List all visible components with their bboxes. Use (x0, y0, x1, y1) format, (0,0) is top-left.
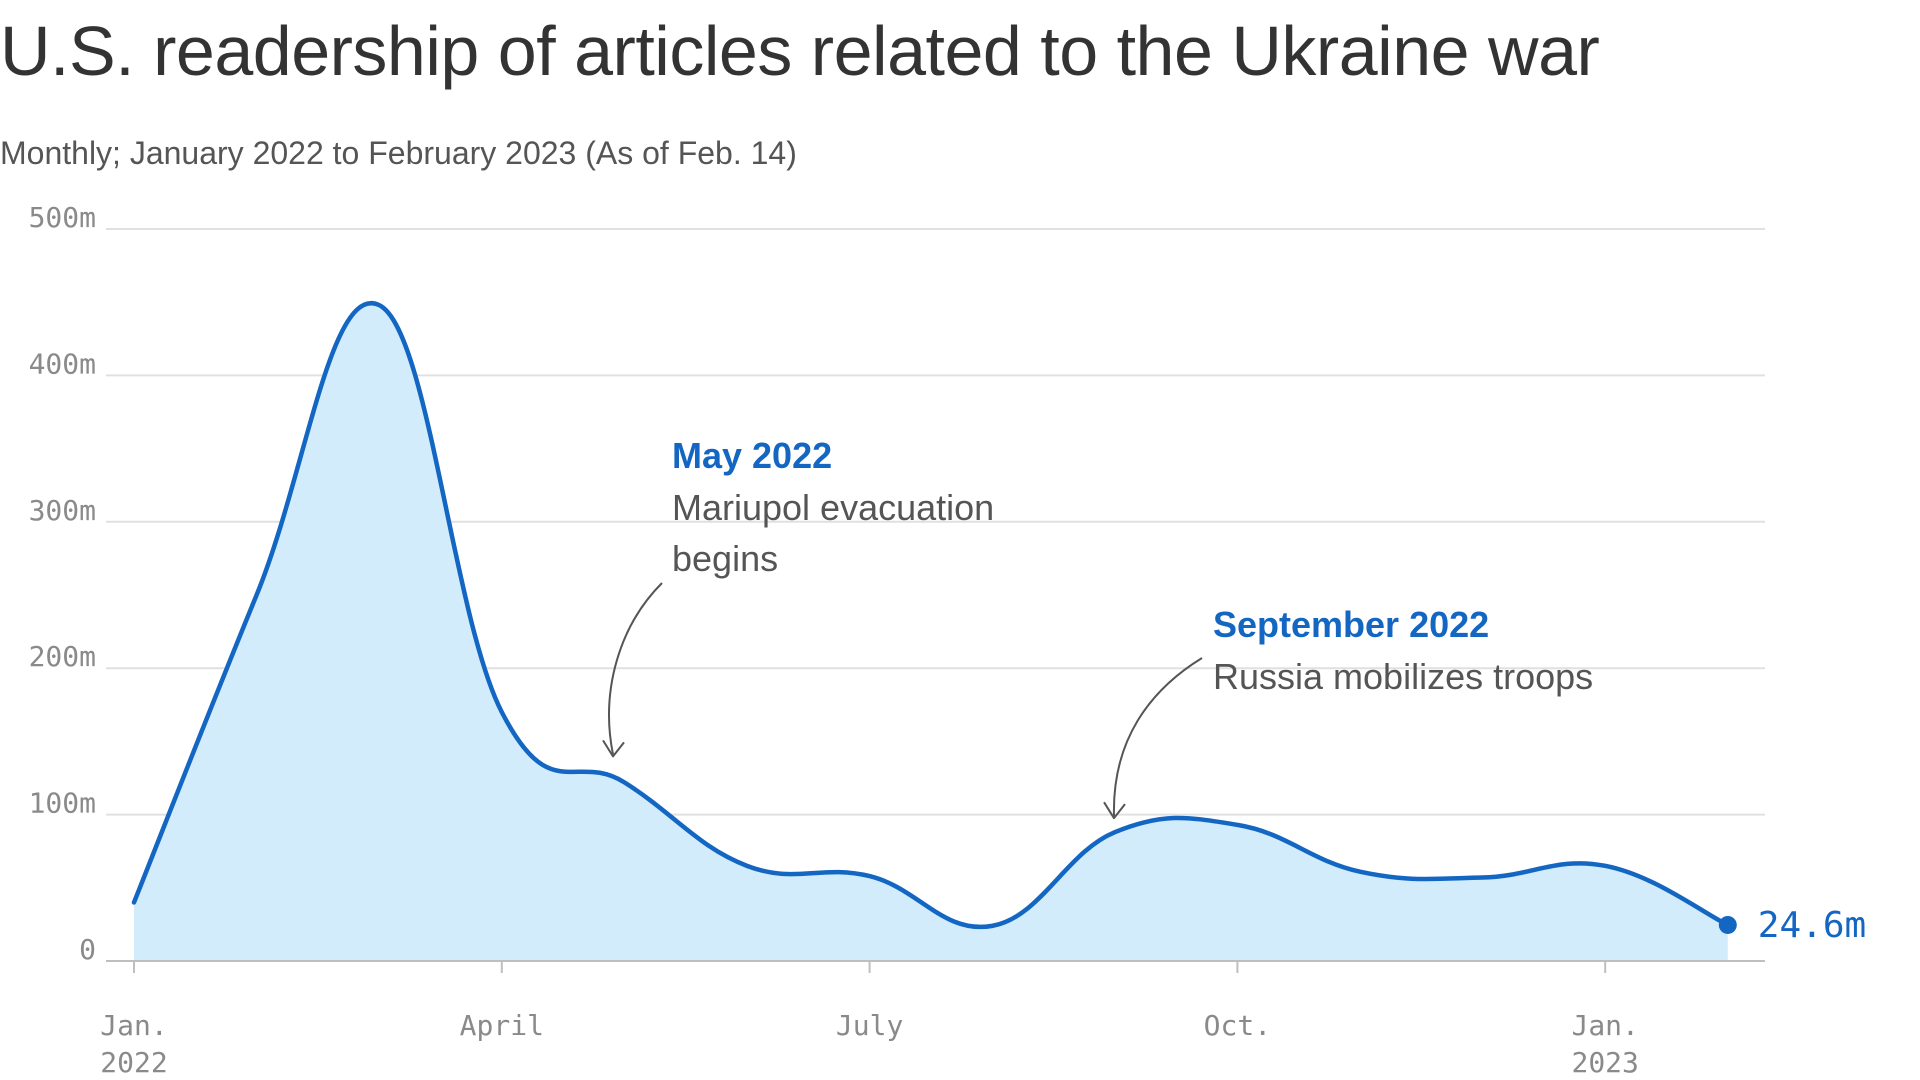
x-tick-label: April (460, 1009, 544, 1042)
x-tick-label: Oct. (1204, 1009, 1271, 1042)
x-tick-label: July (836, 1009, 903, 1042)
y-tick-label: 0 (79, 933, 96, 966)
annotation-heading: May 2022 (672, 435, 832, 476)
chart-title: U.S. readership of articles related to t… (0, 12, 1600, 90)
y-tick-label: 300m (29, 494, 96, 527)
x-tick-label: Jan. (100, 1009, 167, 1042)
area-fill (134, 303, 1728, 961)
chart-subtitle: Monthly; January 2022 to February 2023 (… (0, 135, 797, 171)
y-tick-label: 400m (29, 347, 96, 380)
y-tick-label: 200m (29, 640, 96, 673)
x-tick-label: Jan. (1571, 1009, 1638, 1042)
annotation-arrow (608, 582, 663, 755)
annotation-arrowhead (1103, 801, 1126, 820)
annotation-heading: September 2022 (1213, 604, 1489, 645)
annotation-text: Mariupol evacuation (672, 487, 994, 528)
y-tick-label: 500m (29, 201, 96, 234)
annotation-arrowhead (602, 739, 625, 758)
x-tick-label: 2022 (100, 1046, 167, 1079)
series-line (131, 300, 1731, 930)
annotation-text: begins (672, 538, 778, 579)
data-point (1718, 915, 1737, 934)
annotation-text: Russia mobilizes troops (1213, 656, 1593, 697)
end-value-label: 24.6m (1758, 905, 1866, 946)
annotation-arrow (1112, 657, 1203, 817)
x-tick-label: 2023 (1571, 1046, 1638, 1079)
y-tick-label: 100m (29, 787, 96, 820)
